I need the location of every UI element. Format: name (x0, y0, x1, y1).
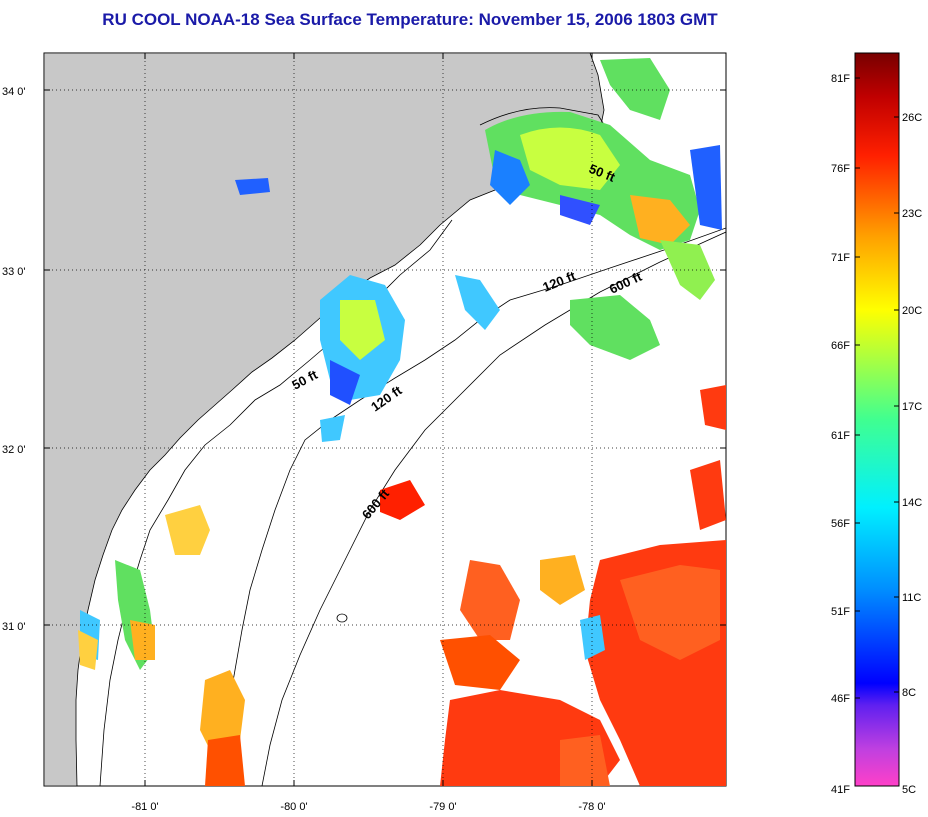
cbar-f-41: 41F (831, 784, 850, 796)
cbar-f-76: 76F (831, 163, 850, 175)
sst-data-midshelf (320, 240, 715, 442)
cbar-c-5: 5C (902, 784, 916, 796)
axis-ticks (44, 53, 726, 786)
lon-label-78: -78 0' (578, 801, 605, 813)
cbar-f-56: 56F (831, 518, 850, 530)
cbar-f-66: 66F (831, 340, 850, 352)
colorbar-ticks (855, 77, 899, 699)
sst-data-north (485, 58, 722, 251)
cbar-f-51: 51F (831, 606, 850, 618)
contour-seamount (336, 613, 348, 623)
cbar-c-17: 17C (902, 401, 922, 413)
map-title: RU COOL NOAA-18 Sea Surface Temperature:… (102, 10, 718, 29)
colorbar (854, 52, 900, 787)
cbar-f-71: 71F (831, 252, 850, 264)
lat-label-34: 34 0' (2, 86, 26, 98)
sst-data-inshore (78, 178, 270, 786)
sst-data-gulfstream (380, 385, 726, 786)
lon-label-81: -81 0' (131, 801, 158, 813)
cbar-c-23: 23C (902, 208, 922, 220)
lon-label-79: -79 0' (429, 801, 456, 813)
cbar-f-61: 61F (831, 430, 850, 442)
lat-label-32: 32 0' (2, 444, 26, 456)
cbar-c-8: 8C (902, 687, 916, 699)
cbar-c-20: 20C (902, 305, 922, 317)
lat-label-31: 31 0' (2, 621, 26, 633)
lat-label-33: 33 0' (2, 266, 26, 278)
cbar-c-11: 11C (902, 592, 921, 604)
grid-lines (44, 53, 726, 786)
cbar-f-46: 46F (831, 693, 850, 705)
cbar-f-81: 81F (831, 73, 850, 85)
cbar-c-26: 26C (902, 112, 922, 124)
lon-label-80: -80 0' (280, 801, 307, 813)
cbar-c-14: 14C (902, 497, 922, 509)
